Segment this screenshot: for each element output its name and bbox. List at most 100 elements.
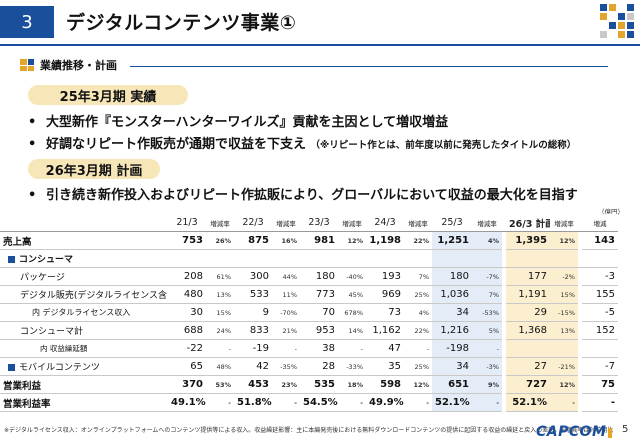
- col-diff: 増減: [582, 214, 618, 232]
- cell-rate: -: [338, 393, 366, 412]
- row-label: モバイルコンテンツ: [0, 357, 168, 376]
- cell-rate: -: [472, 393, 502, 412]
- mosaic-tile: [618, 31, 625, 38]
- cell-rate: 16%: [272, 231, 300, 250]
- cell-rate: 4%: [404, 303, 432, 322]
- fy26-bullet-1: • 引き続き新作投入およびリピート作拡販により、グローバルにおいて収益の最大化を目…: [28, 188, 578, 203]
- cell-value: -19: [234, 339, 272, 358]
- col-26-3-plan: 26/3 計画: [506, 214, 550, 232]
- cell-diff: 152: [582, 321, 618, 340]
- cell-value: 1,216: [432, 321, 472, 340]
- cell-value: 38: [300, 339, 338, 358]
- unit-label: （億円）: [598, 208, 624, 216]
- subtitle: 業績推移・計画: [20, 57, 117, 73]
- cell-rate: -35%: [272, 357, 300, 376]
- cell-diff: -: [582, 393, 618, 412]
- cell-value: 1,198: [366, 231, 404, 250]
- cell-rate: -53%: [472, 303, 502, 322]
- cell-value: 51.8%: [234, 393, 272, 412]
- cell-rate: -: [550, 393, 578, 412]
- cell-rate: [550, 249, 578, 268]
- cell-rate: -7%: [472, 267, 502, 286]
- mosaic-tile: [618, 22, 625, 29]
- cell-rate: 21%: [272, 321, 300, 340]
- cell-diff: [582, 249, 618, 268]
- cell-value: 27: [506, 357, 550, 376]
- cell-value: [168, 249, 206, 268]
- mosaic-tile: [618, 4, 625, 11]
- cell-value: [506, 249, 550, 268]
- cell-rate: 53%: [206, 375, 234, 394]
- row-label: 内 デジタルライセンス収入: [0, 303, 168, 322]
- mosaic-tile: [609, 31, 616, 38]
- cell-rate: [404, 249, 432, 268]
- row-mobile: モバイルコンテンツ 65 48% 42 -35% 28 -33% 35 25% 34 -3% 27 -2…: [0, 357, 618, 376]
- col-rate: 増減率: [404, 214, 432, 232]
- mosaic-tile: [609, 22, 616, 29]
- cell-rate: 15%: [550, 285, 578, 304]
- row-label: 内 収益繰延額: [0, 339, 168, 358]
- col-rate: 増減率: [206, 214, 234, 232]
- capcom-logo: CAPCOM: [536, 424, 607, 440]
- cell-value: 727: [506, 375, 550, 394]
- col-24-3: 24/3: [366, 214, 404, 232]
- cell-value: 1,191: [506, 285, 550, 304]
- cell-rate: [472, 249, 502, 268]
- cell-rate: 15%: [206, 303, 234, 322]
- cell-value: [366, 249, 404, 268]
- cell-rate: 25%: [404, 285, 432, 304]
- cell-rate: 11%: [272, 285, 300, 304]
- cell-rate: 24%: [206, 321, 234, 340]
- cell-value: -22: [168, 339, 206, 358]
- cell-value: 1,162: [366, 321, 404, 340]
- cell-rate: 26%: [206, 231, 234, 250]
- cell-rate: [338, 249, 366, 268]
- cell-rate: 13%: [550, 321, 578, 340]
- cell-rate: -3%: [472, 357, 502, 376]
- cell-rate: -15%: [550, 303, 578, 322]
- cell-diff: [582, 339, 618, 358]
- row-deferred-revenue: 内 収益繰延額 -22- -19-38-47- -198-: [0, 339, 618, 358]
- cell-rate: 12%: [550, 375, 578, 394]
- cell-value: 65: [168, 357, 206, 376]
- cell-rate: -: [404, 339, 432, 358]
- cell-rate: 678%: [338, 303, 366, 322]
- row-package: パッケージ 208 61% 300 44% 180 -40% 193 7% 180 -7% 177 -2…: [0, 267, 618, 286]
- cell-rate: 12%: [550, 231, 578, 250]
- cell-rate: -2%: [550, 267, 578, 286]
- cell-value: 1,395: [506, 231, 550, 250]
- mosaic-tile: [627, 4, 634, 11]
- mosaic-tile: [600, 4, 607, 11]
- cell-rate: 13%: [206, 285, 234, 304]
- cell-value: 52.1%: [432, 393, 472, 412]
- cell-value: 29: [506, 303, 550, 322]
- cell-rate: 25%: [404, 357, 432, 376]
- cell-rate: 14%: [338, 321, 366, 340]
- col-23-3: 23/3: [300, 214, 338, 232]
- cell-value: 47: [366, 339, 404, 358]
- cell-value: 9: [234, 303, 272, 322]
- mosaic-tile: [609, 4, 616, 11]
- row-label: コンシューマ計: [0, 321, 168, 340]
- cell-value: 34: [432, 357, 472, 376]
- cell-value: 300: [234, 267, 272, 286]
- cell-value: 34: [432, 303, 472, 322]
- cell-value: 480: [168, 285, 206, 304]
- cell-value: 177: [506, 267, 550, 286]
- mosaic-tile: [627, 22, 634, 29]
- bullet-dot-icon: •: [28, 188, 37, 203]
- cell-rate: -: [272, 393, 300, 412]
- cell-value: 35: [366, 357, 404, 376]
- col-rate: 増減率: [550, 214, 578, 232]
- cell-rate: 7%: [472, 285, 502, 304]
- cell-diff: 155: [582, 285, 618, 304]
- section-number: 3: [0, 6, 54, 38]
- cell-rate: 4%: [472, 231, 502, 250]
- cell-rate: -21%: [550, 357, 578, 376]
- row-net-sales: 売上高 753 26% 875 16% 981 12% 1,198 22% 1,251 4% 1,39…: [0, 231, 618, 250]
- cell-diff: -7: [582, 357, 618, 376]
- cell-value: [432, 249, 472, 268]
- square-marker-icon: [8, 256, 15, 263]
- cell-rate: 18%: [338, 375, 366, 394]
- fy25-bullet-2: • 好調なリピート作販売が通期で収益を下支え （※リピート作とは、前年度以前に発売…: [28, 137, 577, 152]
